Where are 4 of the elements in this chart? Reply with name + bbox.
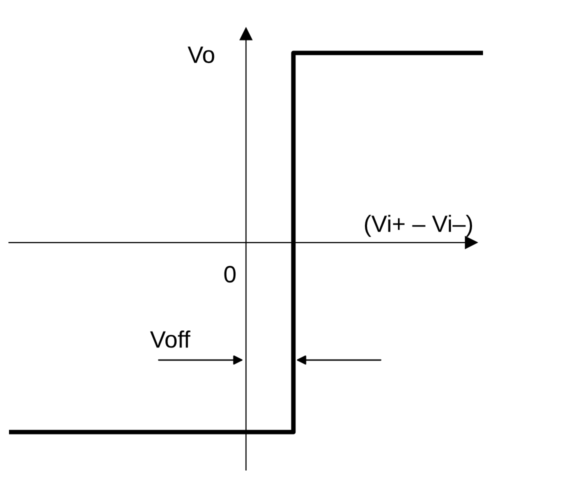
y-axis-title: Vo bbox=[188, 46, 214, 64]
annotation: 0 bbox=[224, 266, 236, 283]
annotation: Voff bbox=[150, 330, 190, 348]
x-axis-title: (Vi+ – Vi–) bbox=[364, 214, 472, 237]
